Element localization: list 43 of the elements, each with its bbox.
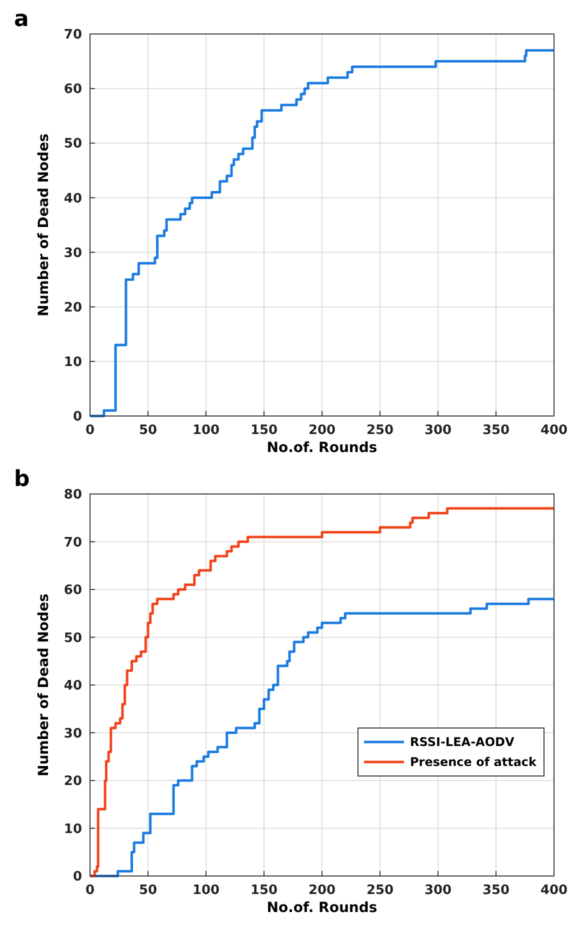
x-tick-label: 300	[424, 423, 452, 438]
x-tick-label: 100	[192, 423, 220, 438]
x-tick-label: 300	[424, 883, 452, 898]
x-tick-label: 400	[540, 423, 568, 438]
y-tick-label: 30	[64, 726, 82, 742]
x-tick-label: 150	[250, 883, 278, 898]
x-tick-label: 250	[366, 423, 394, 438]
y-tick-label: 10	[64, 822, 82, 837]
y-axis-title: Number of Dead Nodes	[36, 134, 52, 316]
y-tick-label: 0	[72, 870, 82, 885]
legend-label: Presence of attack	[410, 755, 538, 770]
x-tick-label: 100	[192, 883, 220, 898]
y-tick-label: 60	[64, 82, 82, 98]
x-tick-label: 200	[308, 423, 336, 438]
x-tick-label: 150	[250, 423, 278, 438]
x-tick-label: 0	[85, 883, 95, 898]
y-tick-label: 70	[64, 535, 82, 550]
y-tick-label: 80	[64, 488, 82, 503]
x-axis-title: No.of. Rounds	[266, 900, 378, 916]
y-tick-label: 40	[64, 678, 82, 694]
y-axis-title: Number of Dead Nodes	[36, 594, 52, 776]
legend-label: RSSI-LEA-AODV	[410, 735, 515, 750]
chart-title: a	[14, 7, 29, 32]
x-tick-label: 350	[482, 883, 510, 898]
x-tick-label: 400	[540, 883, 568, 898]
chart-title: b	[14, 467, 30, 492]
y-tick-label: 50	[64, 136, 82, 152]
x-tick-label: 250	[366, 883, 394, 898]
x-tick-label: 0	[85, 423, 95, 438]
x-tick-label: 50	[138, 423, 158, 438]
y-tick-label: 70	[64, 28, 82, 43]
x-tick-label: 50	[138, 883, 158, 898]
x-tick-label: 200	[308, 883, 336, 898]
x-tick-label: 350	[482, 423, 510, 438]
y-tick-label: 0	[72, 410, 82, 425]
y-tick-label: 60	[64, 583, 82, 598]
x-axis-title: No.of. Rounds	[266, 440, 378, 456]
y-tick-label: 20	[64, 300, 82, 316]
y-tick-label: 10	[64, 354, 82, 370]
y-tick-label: 50	[64, 630, 82, 646]
y-tick-label: 20	[64, 774, 82, 790]
y-tick-label: 40	[64, 191, 82, 206]
y-tick-label: 30	[64, 246, 82, 261]
